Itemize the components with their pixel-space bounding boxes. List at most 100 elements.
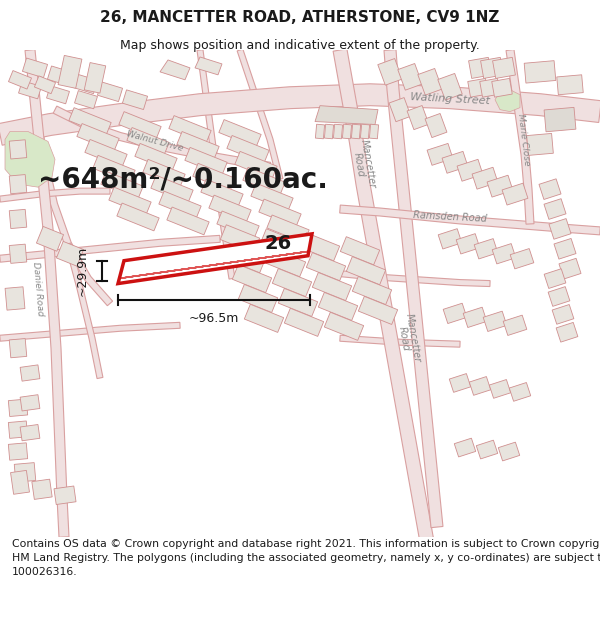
Polygon shape xyxy=(73,74,98,94)
Text: 26: 26 xyxy=(265,234,292,253)
Polygon shape xyxy=(398,64,422,90)
Polygon shape xyxy=(544,269,566,289)
Polygon shape xyxy=(487,175,513,197)
Polygon shape xyxy=(552,304,574,324)
Polygon shape xyxy=(195,57,222,75)
Text: ~96.5m: ~96.5m xyxy=(189,312,239,325)
Polygon shape xyxy=(159,191,201,219)
Polygon shape xyxy=(56,241,83,266)
Polygon shape xyxy=(389,98,411,122)
Polygon shape xyxy=(352,124,361,139)
Text: Daniel Road: Daniel Road xyxy=(31,261,45,316)
Polygon shape xyxy=(544,107,576,132)
Polygon shape xyxy=(427,143,453,165)
Polygon shape xyxy=(548,287,570,306)
Polygon shape xyxy=(9,140,27,159)
Polygon shape xyxy=(8,443,28,460)
Polygon shape xyxy=(19,81,41,99)
Polygon shape xyxy=(53,106,271,170)
Polygon shape xyxy=(127,127,169,156)
Polygon shape xyxy=(84,62,106,93)
Polygon shape xyxy=(506,49,534,224)
Polygon shape xyxy=(503,315,527,336)
Polygon shape xyxy=(244,304,284,332)
Polygon shape xyxy=(483,311,507,331)
Text: Marie Close: Marie Close xyxy=(517,113,532,166)
Polygon shape xyxy=(243,168,285,195)
Polygon shape xyxy=(93,156,135,183)
Polygon shape xyxy=(185,148,227,175)
Text: Watling Street: Watling Street xyxy=(410,92,490,106)
Polygon shape xyxy=(316,124,325,139)
Polygon shape xyxy=(8,421,28,438)
Polygon shape xyxy=(284,308,323,336)
Polygon shape xyxy=(143,159,185,187)
Polygon shape xyxy=(20,395,40,411)
Polygon shape xyxy=(5,287,25,310)
Polygon shape xyxy=(26,49,113,306)
Polygon shape xyxy=(58,56,82,88)
Polygon shape xyxy=(34,76,56,94)
Polygon shape xyxy=(502,183,528,205)
Polygon shape xyxy=(554,239,576,259)
Polygon shape xyxy=(0,322,180,341)
Polygon shape xyxy=(109,187,151,215)
Polygon shape xyxy=(237,49,283,180)
Polygon shape xyxy=(524,61,556,83)
Text: ~29.9m: ~29.9m xyxy=(76,246,89,296)
Polygon shape xyxy=(495,90,520,112)
Polygon shape xyxy=(11,471,29,494)
Polygon shape xyxy=(370,124,379,139)
Polygon shape xyxy=(527,133,553,156)
Polygon shape xyxy=(384,49,443,528)
Polygon shape xyxy=(9,174,27,194)
Polygon shape xyxy=(509,382,531,401)
Polygon shape xyxy=(201,179,243,207)
Polygon shape xyxy=(54,486,76,504)
Polygon shape xyxy=(20,424,40,441)
Polygon shape xyxy=(197,49,235,279)
Polygon shape xyxy=(266,249,305,277)
Polygon shape xyxy=(117,203,159,231)
Polygon shape xyxy=(32,479,52,499)
Polygon shape xyxy=(219,119,261,148)
Polygon shape xyxy=(340,271,490,286)
Polygon shape xyxy=(443,303,467,324)
Polygon shape xyxy=(474,239,498,259)
Polygon shape xyxy=(425,114,447,138)
Polygon shape xyxy=(340,205,600,235)
Polygon shape xyxy=(539,179,561,199)
Polygon shape xyxy=(325,312,364,341)
Polygon shape xyxy=(278,288,317,316)
Polygon shape xyxy=(438,74,462,100)
Polygon shape xyxy=(325,124,334,139)
Polygon shape xyxy=(510,249,534,269)
Polygon shape xyxy=(85,139,127,168)
Polygon shape xyxy=(259,199,301,227)
Polygon shape xyxy=(334,124,343,139)
Polygon shape xyxy=(37,226,64,251)
Polygon shape xyxy=(267,215,309,242)
Text: 26, MANCETTER ROAD, ATHERSTONE, CV9 1NZ: 26, MANCETTER ROAD, ATHERSTONE, CV9 1NZ xyxy=(100,10,500,25)
Polygon shape xyxy=(0,84,600,145)
Polygon shape xyxy=(361,124,370,139)
Polygon shape xyxy=(480,78,500,97)
Polygon shape xyxy=(5,131,55,187)
Polygon shape xyxy=(333,49,434,543)
Polygon shape xyxy=(135,144,177,171)
Text: Mancetter
Road: Mancetter Road xyxy=(349,138,377,191)
Polygon shape xyxy=(493,58,515,78)
Polygon shape xyxy=(463,308,487,328)
Polygon shape xyxy=(378,59,402,85)
Polygon shape xyxy=(319,292,358,321)
Polygon shape xyxy=(313,272,352,301)
Polygon shape xyxy=(468,78,488,97)
Polygon shape xyxy=(489,379,511,398)
Polygon shape xyxy=(544,199,566,219)
Text: Contains OS data © Crown copyright and database right 2021. This information is : Contains OS data © Crown copyright and d… xyxy=(12,539,600,577)
Polygon shape xyxy=(0,188,110,202)
Polygon shape xyxy=(47,66,73,86)
Polygon shape xyxy=(8,71,32,89)
Polygon shape xyxy=(457,159,483,181)
Polygon shape xyxy=(557,75,583,95)
